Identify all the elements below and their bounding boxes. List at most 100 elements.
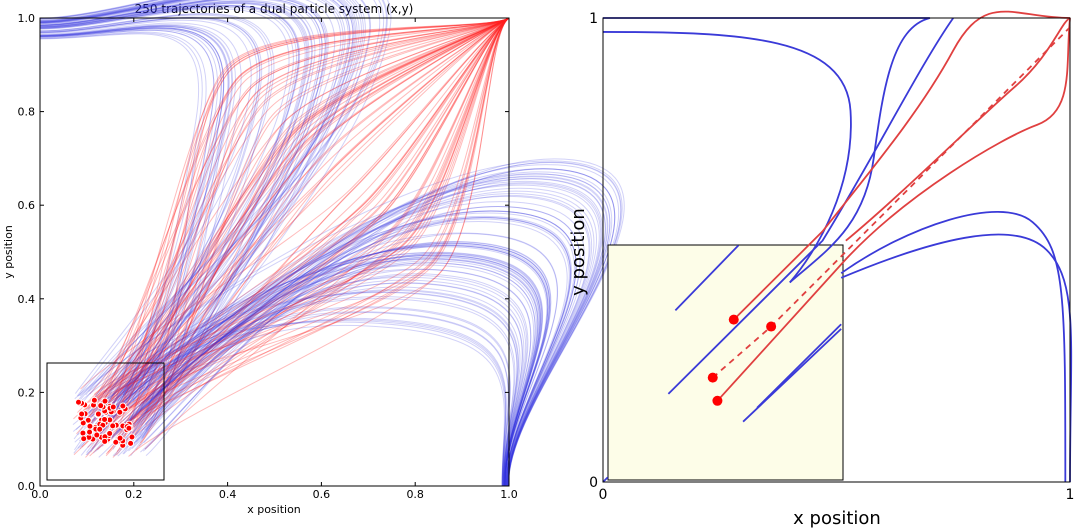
left-trajectory-line [132, 187, 597, 487]
left-trajectory-line [97, 17, 510, 450]
left-trajectory-line [132, 201, 585, 487]
right-y-tick-label: 1 [589, 11, 598, 27]
left-trajectory-line [74, 181, 604, 487]
left-trajectory-line [39, 17, 261, 397]
left-trajectory-line [128, 17, 510, 457]
right-trajectory-line [674, 244, 740, 311]
left-trajectory-line [77, 173, 611, 487]
left-trajectory-line [39, 19, 252, 394]
left-trajectory-line [142, 217, 571, 487]
left-trajectory-line [39, 0, 323, 416]
left-trajectory-line [121, 17, 510, 439]
left-trajectory-line [145, 173, 611, 487]
left-trajectory-line [100, 193, 593, 487]
left-x-axis-label: x position [247, 503, 301, 516]
left-trajectory-line [73, 17, 510, 456]
left-trajectory-line [107, 17, 510, 444]
left-trajectory-line [77, 17, 510, 413]
left-panel: 250 trajectories of a dual particle syst… [2, 0, 625, 516]
left-start-points [75, 396, 136, 449]
left-trajectory-line [146, 17, 510, 413]
left-trajectory-line [145, 17, 510, 426]
left-trajectory-line [39, 31, 207, 429]
left-trajectory-line [141, 164, 619, 487]
left-trajectory-line [138, 176, 608, 487]
left-trajectory-line [132, 17, 510, 430]
left-trajectory-line [128, 17, 510, 404]
left-trajectory-line [39, 26, 229, 438]
left-trajectory-line [92, 17, 510, 441]
left-trajectory-line [126, 17, 510, 389]
left-trajectory-line [95, 217, 572, 487]
left-trajectory-line [128, 319, 507, 487]
left-trajectory-line [121, 17, 510, 431]
left-trajectory-line [39, 6, 294, 457]
left-trajectory-line [107, 17, 510, 433]
left-trajectory-line [114, 273, 529, 487]
left-trajectory-line [117, 269, 532, 487]
left-start-point [116, 408, 124, 416]
left-trajectory-line [39, 17, 258, 409]
left-trajectory-line [138, 168, 616, 487]
left-start-point [86, 422, 94, 430]
left-start-point [116, 434, 124, 442]
right-x-tick-label: 1 [1066, 487, 1075, 503]
left-trajectory-line [116, 241, 551, 487]
left-trajectory-line [144, 17, 510, 450]
left-trajectory-line [94, 291, 518, 487]
left-trajectory-line [136, 324, 505, 487]
left-trajectory-line [118, 17, 510, 418]
left-trajectory-line [39, 27, 222, 450]
right-start-point [712, 395, 723, 406]
right-trajectory-line [845, 17, 1071, 242]
left-trajectory-line [39, 0, 364, 397]
left-trajectory-line [81, 17, 510, 448]
left-trajectory-line [89, 17, 510, 457]
left-x-tick-label: 0.0 [31, 488, 49, 501]
left-trajectory-line [82, 17, 510, 411]
left-start-point [101, 437, 109, 445]
left-trajectory-line [111, 17, 510, 401]
left-start-point [128, 433, 136, 441]
left-trajectory-line [142, 17, 510, 403]
left-trajectory-line [84, 241, 552, 487]
left-start-point [112, 438, 120, 446]
left-trajectory-line [123, 290, 519, 487]
left-trajectory-line [109, 217, 572, 487]
left-trajectory-line [96, 233, 558, 487]
left-trajectory-line [39, 0, 344, 431]
left-trajectory-line [89, 17, 510, 395]
left-start-point [101, 415, 109, 423]
left-trajectory-line [122, 257, 539, 487]
left-trajectory-line [80, 17, 510, 390]
left-trajectory-line [39, 22, 242, 445]
left-trajectory-line [142, 17, 510, 405]
left-trajectory-line [73, 17, 510, 420]
left-trajectory-line [91, 244, 550, 487]
left-trajectory-line [117, 311, 509, 487]
left-trajectory-line [39, 25, 233, 451]
left-trajectory-line [93, 17, 510, 433]
left-trajectory-line [79, 190, 595, 487]
left-start-point [90, 396, 98, 404]
left-trajectory-line [39, 33, 200, 398]
left-trajectory-line [121, 158, 625, 487]
left-trajectory-line [39, 0, 313, 440]
left-trajectory-line [112, 17, 510, 423]
left-trajectory-line [143, 245, 549, 487]
left-trajectory-line [91, 210, 577, 487]
left-trajectory-line [116, 254, 541, 487]
left-trajectory-line [39, 5, 298, 453]
left-trajectory-line [93, 289, 519, 487]
left-trajectory-line [119, 17, 510, 390]
left-trajectory-line [39, 5, 300, 419]
left-y-ticks: 0.0 0.2 0.4 0.6 0.8 1.0 [18, 12, 509, 493]
left-trajectories [39, 0, 625, 487]
left-trajectory-line [78, 251, 544, 487]
left-trajectory-line [132, 17, 510, 434]
left-start-point [94, 410, 102, 418]
left-trajectory-line [39, 0, 371, 411]
left-trajectory-line [109, 306, 511, 487]
left-trajectory-line [39, 0, 354, 438]
left-trajectory-line [39, 0, 313, 417]
